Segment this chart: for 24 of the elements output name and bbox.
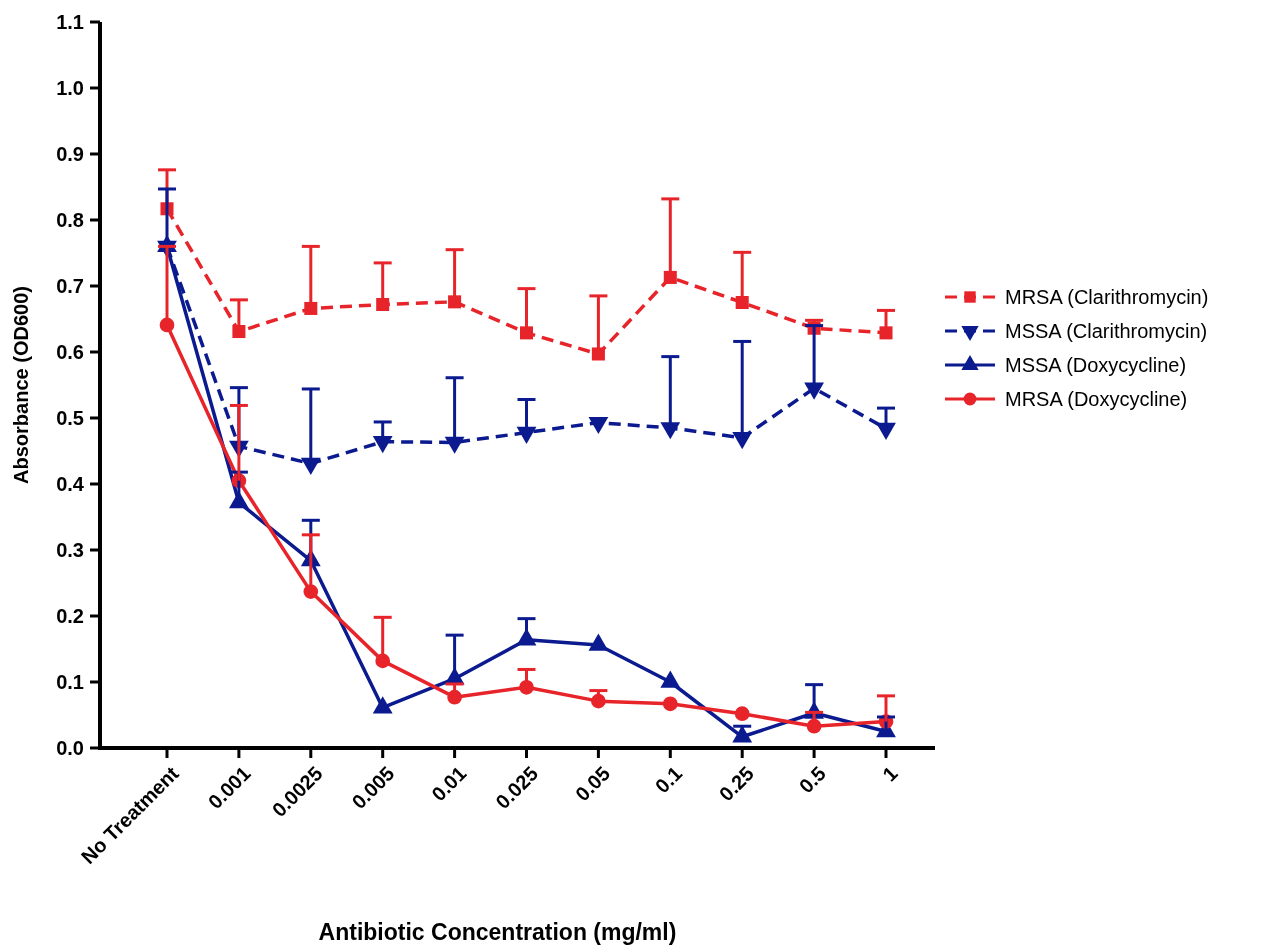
- x-tick-label: 0.1: [650, 762, 687, 798]
- y-tick-label: 0.6: [56, 341, 84, 363]
- y-tick-label: 0.2: [56, 605, 84, 627]
- y-tick-label: 1.1: [56, 11, 84, 33]
- legend-label: MSSA (Clarithromycin): [1005, 320, 1208, 342]
- y-tick-label: 0.3: [56, 539, 84, 561]
- y-axis-title: Absorbance (OD600): [10, 286, 32, 484]
- legend-label: MSSA (Doxycycline): [1005, 354, 1187, 376]
- y-tick-label: 0.1: [56, 671, 84, 693]
- x-tick-label: 1: [878, 762, 902, 786]
- x-tick-label: 0.01: [427, 762, 471, 806]
- x-axis-title: Antibiotic Concentration (mg/ml): [318, 919, 677, 945]
- y-tick-label: 0.8: [56, 209, 84, 231]
- y-tick-label: 1.0: [56, 77, 84, 99]
- x-tick-label: 0.05: [571, 762, 615, 806]
- y-tick-label: 0.7: [56, 275, 84, 297]
- y-tick-label: 0.0: [56, 737, 84, 759]
- x-tick-label: 0.25: [714, 762, 758, 806]
- x-tick-label: 0.5: [794, 762, 830, 798]
- y-tick-label: 0.4: [56, 473, 85, 495]
- y-tick-label: 0.5: [56, 407, 84, 429]
- legend-label: MRSA (Clarithromycin): [1005, 286, 1209, 308]
- y-tick-label: 0.9: [56, 143, 84, 165]
- legend-label: MRSA (Doxycycline): [1005, 388, 1188, 410]
